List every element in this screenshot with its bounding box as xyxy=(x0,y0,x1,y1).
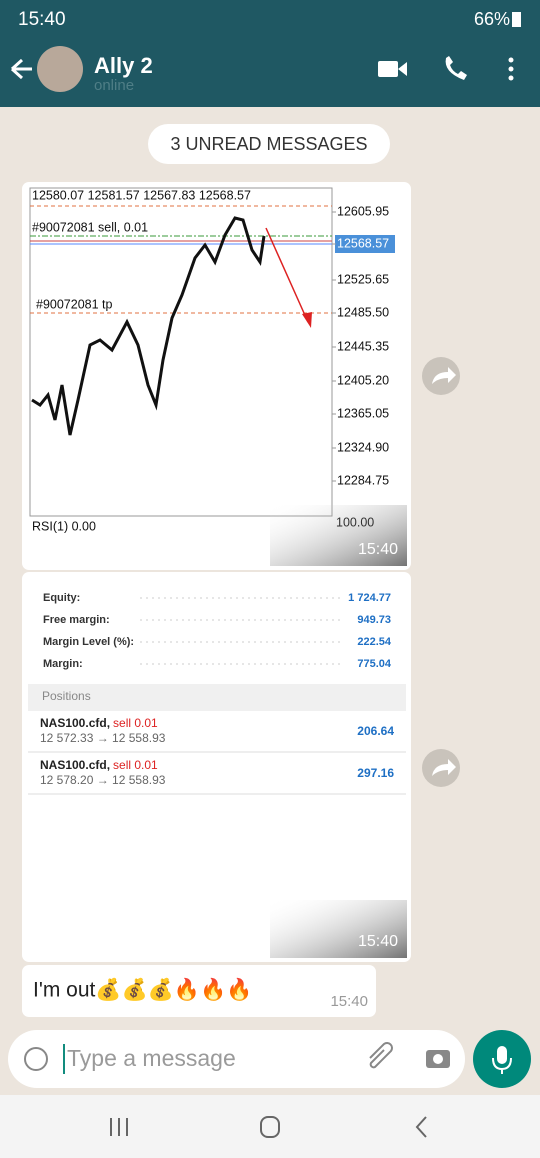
arrow xyxy=(265,227,309,323)
image-time: 15:40 xyxy=(358,541,398,558)
ohlc: 12580.07 12581.57 12567.83 12568.57 xyxy=(32,188,251,202)
avatar[interactable] xyxy=(37,46,83,92)
mic-icon xyxy=(497,1046,507,1064)
price-label: 12405.20 xyxy=(337,373,389,387)
image-time: 15:40 xyxy=(358,933,398,950)
candles xyxy=(31,216,266,436)
price-tag xyxy=(335,235,395,253)
recents-button[interactable] xyxy=(110,1118,128,1136)
symbol: NAS100.cfd, xyxy=(40,716,110,730)
video-call-lens xyxy=(398,62,407,76)
unread-text: 3 UNREAD MESSAGES xyxy=(170,134,367,154)
price-label: 12568.57 xyxy=(337,236,389,250)
side: sell 0.01 xyxy=(113,758,158,772)
time-shade xyxy=(270,900,407,958)
position-title: NAS100.cfd, sell 0.01 xyxy=(40,716,158,730)
price-label: 12485.50 xyxy=(337,305,389,319)
position-profit: 206.64 xyxy=(357,724,394,738)
position-title: NAS100.cfd, sell 0.01 xyxy=(40,758,158,772)
time-shade xyxy=(270,505,407,566)
price-label: 12324.90 xyxy=(337,440,389,454)
row-label: Equity: xyxy=(43,592,80,604)
message-time: 15:40 xyxy=(330,993,368,1010)
row-label: Margin Level (%): xyxy=(43,636,134,648)
battery-icon xyxy=(512,12,521,27)
image-bubble[interactable] xyxy=(22,572,411,962)
back-button[interactable] xyxy=(10,58,32,80)
row-value: 1 724.77 xyxy=(348,592,391,604)
emoji-button[interactable] xyxy=(24,1047,48,1071)
back-nav-button[interactable] xyxy=(415,1116,427,1138)
order-label: #90072081 sell, 0.01 xyxy=(32,220,148,234)
nav-bar xyxy=(0,1095,540,1158)
price-label: 12365.05 xyxy=(337,406,389,420)
tp-label: #90072081 tp xyxy=(36,297,113,311)
voice-call[interactable] xyxy=(445,56,467,80)
positions-band xyxy=(28,684,406,711)
battery: 66% xyxy=(474,9,510,29)
image-bubble[interactable] xyxy=(22,182,411,570)
arrow-head xyxy=(302,312,312,328)
row-label: Free margin: xyxy=(43,614,110,626)
positions-title: Positions xyxy=(42,689,91,703)
forward-button[interactable] xyxy=(422,749,460,787)
price-label: 12525.65 xyxy=(337,272,389,286)
forward-button[interactable] xyxy=(422,357,460,395)
row-value: 949.73 xyxy=(357,614,391,626)
contact-name[interactable]: Ally 2 xyxy=(94,53,153,78)
contact-status: online xyxy=(94,77,134,94)
row-label: Margin: xyxy=(43,658,83,670)
symbol: NAS100.cfd, xyxy=(40,758,110,772)
clock: 15:40 xyxy=(18,9,66,30)
menu[interactable] xyxy=(508,57,514,81)
video-call[interactable] xyxy=(378,61,398,77)
input-box[interactable] xyxy=(8,1030,465,1088)
message-text: I'm out💰💰💰🔥🔥🔥 xyxy=(33,977,252,1003)
side: sell 0.01 xyxy=(113,716,158,730)
row-value: 222.54 xyxy=(357,636,392,648)
rsi-label: RSI(1) 0.00 xyxy=(32,519,96,533)
price-label: 12284.75 xyxy=(337,473,389,487)
price-label: 12605.95 xyxy=(337,204,389,218)
position-prices: 12 578.20 → 12 558.93 xyxy=(40,773,166,787)
attach-button[interactable] xyxy=(369,1042,393,1069)
app-bar xyxy=(0,0,540,107)
home-button[interactable] xyxy=(260,1116,280,1138)
input-placeholder: Type a message xyxy=(67,1045,236,1071)
row-value: 775.04 xyxy=(357,658,392,670)
position-prices: 12 572.33 → 12 558.93 xyxy=(40,731,166,745)
mic-stand xyxy=(492,1057,512,1074)
camera-lens xyxy=(433,1054,443,1064)
unread-banner xyxy=(148,124,390,164)
message-bubble[interactable] xyxy=(22,965,376,1017)
position-profit: 297.16 xyxy=(357,766,394,780)
price-label: 12445.35 xyxy=(337,339,389,353)
